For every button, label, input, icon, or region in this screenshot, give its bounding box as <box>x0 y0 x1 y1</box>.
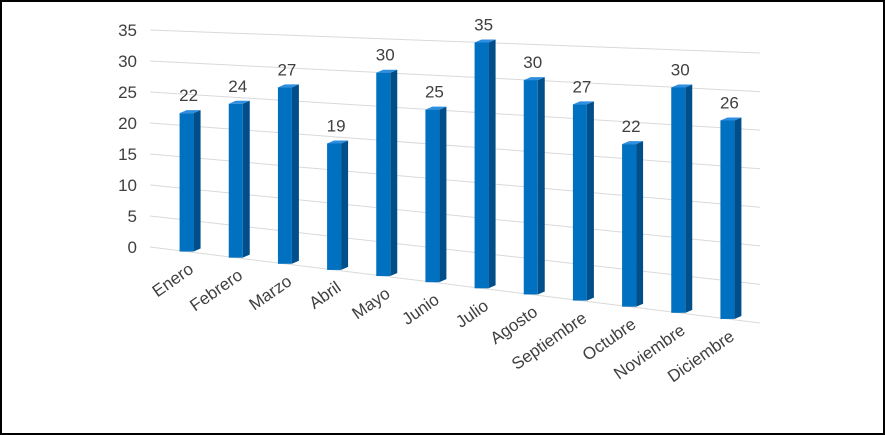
x-tick-label: Mayo <box>349 284 394 323</box>
x-tick-label: Marzo <box>246 272 296 315</box>
gridline <box>149 29 761 54</box>
bar-front <box>179 113 194 252</box>
data-label: 24 <box>228 77 247 96</box>
data-label: 25 <box>425 83 444 102</box>
data-label: 27 <box>572 77 591 96</box>
bar-top <box>277 84 299 88</box>
data-label: 19 <box>327 116 346 135</box>
bar-front <box>425 109 440 283</box>
bar-front <box>327 143 342 270</box>
bar-septiembre <box>572 101 594 301</box>
bar-front <box>474 42 489 289</box>
bar-julio <box>474 39 496 289</box>
bar-side <box>488 39 496 289</box>
y-tick-label: 30 <box>118 52 137 71</box>
bar-side <box>439 106 447 283</box>
data-label: 35 <box>474 16 493 35</box>
gridline <box>149 246 761 324</box>
data-label: 27 <box>277 60 296 79</box>
x-tick-label: Junio <box>399 290 443 329</box>
x-tick-label: Enero <box>149 259 197 301</box>
bar-top <box>474 39 496 43</box>
bar-agosto <box>523 77 545 295</box>
gridlines <box>149 29 761 324</box>
bar-top <box>622 141 644 145</box>
gridline <box>149 184 761 247</box>
gridline <box>149 153 761 208</box>
bar-mayo <box>376 69 398 277</box>
gridline <box>149 91 761 131</box>
bar-side <box>537 77 545 295</box>
bar-front <box>622 144 637 307</box>
data-label: 22 <box>622 117 641 136</box>
bar-side <box>734 117 742 319</box>
bar-side <box>242 100 250 258</box>
bar-junio <box>425 106 447 283</box>
bar-top <box>572 101 594 105</box>
bar-front <box>277 87 292 264</box>
bar-side <box>685 84 693 313</box>
bar-front <box>523 80 538 295</box>
bar-abril <box>327 140 349 270</box>
gridline <box>149 215 761 285</box>
bar-front <box>671 87 686 313</box>
data-label: 22 <box>179 86 198 105</box>
bar-front <box>228 103 243 258</box>
x-tick-label: Abril <box>306 278 345 313</box>
data-label: 30 <box>671 60 690 79</box>
y-tick-label: 20 <box>118 114 137 133</box>
data-label: 30 <box>376 46 395 65</box>
bar-side <box>341 140 349 270</box>
y-tick-label: 15 <box>118 145 137 164</box>
bar-top <box>327 140 349 144</box>
data-label: 26 <box>720 93 739 112</box>
bar-top <box>671 84 693 88</box>
bar-diciembre <box>720 117 742 319</box>
bar-side <box>193 110 201 252</box>
x-tick-label: Julio <box>452 296 492 332</box>
bar-top <box>179 110 201 114</box>
y-tick-label: 35 <box>118 21 137 40</box>
bar-front <box>376 72 391 277</box>
y-tick-label: 0 <box>128 238 137 257</box>
gridline <box>149 60 761 93</box>
y-axis-ticks: 0 5 10 15 20 25 30 35 <box>118 21 137 257</box>
data-labels: 22 24 27 19 30 25 35 30 27 22 30 26 <box>179 16 739 137</box>
y-tick-label: 10 <box>118 176 137 195</box>
bar-top <box>376 69 398 73</box>
bar-top <box>720 117 742 121</box>
bar-front <box>572 104 587 301</box>
y-tick-label: 25 <box>118 83 137 102</box>
bar-marzo <box>277 84 299 264</box>
data-label: 30 <box>523 53 542 72</box>
bar-top <box>425 106 447 110</box>
bar-octubre <box>622 141 644 307</box>
bar-febrero <box>228 100 250 258</box>
gridline <box>149 122 761 170</box>
bar-noviembre <box>671 84 693 313</box>
bar-side <box>636 141 644 307</box>
bars <box>179 39 742 319</box>
bar-side <box>291 84 299 264</box>
bar-side <box>586 101 594 301</box>
bar-front <box>720 120 735 319</box>
bar-enero <box>179 110 201 252</box>
bar-side <box>390 69 398 277</box>
bar-top <box>228 100 250 104</box>
y-tick-label: 5 <box>128 207 137 226</box>
bar-top <box>523 77 545 81</box>
